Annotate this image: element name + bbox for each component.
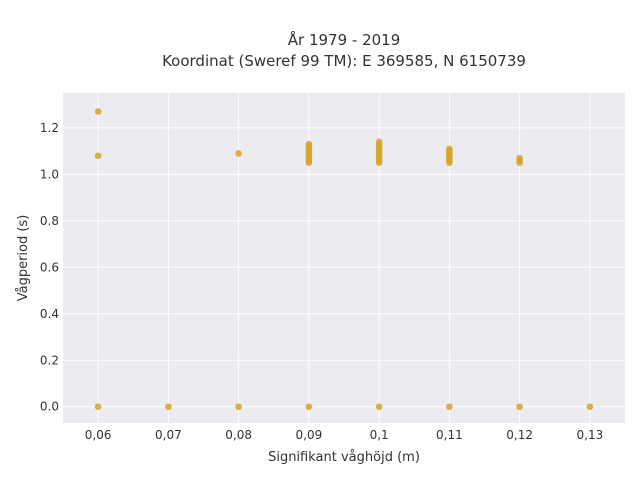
data-point <box>446 403 453 411</box>
x-tick-labels: 0,06 0,07 0,08 0,09 0,1 0,11 0,12 0,13 <box>85 428 603 442</box>
data-point <box>446 159 453 167</box>
y-tick-label: 1.0 <box>40 167 59 181</box>
data-point <box>94 403 102 411</box>
chart-title-line-1: År 1979 - 2019 <box>288 30 401 49</box>
x-axis-title: Signifikant våghöjd (m) <box>268 450 420 465</box>
y-tick-label: 0.2 <box>40 353 59 367</box>
x-tick-label: 0,09 <box>296 428 323 442</box>
x-tick-label: 0,12 <box>506 428 533 442</box>
data-point <box>516 159 523 167</box>
data-point <box>235 403 242 411</box>
y-axis-title: Vågperiod (s) <box>16 215 31 302</box>
data-point <box>235 150 242 157</box>
data-point <box>375 159 383 167</box>
chart-title-line-2: Koordinat (Sweref 99 TM): E 369585, N 61… <box>162 52 526 70</box>
y-tick-label: 1.2 <box>40 121 59 135</box>
y-tick-label: 0.8 <box>40 214 59 228</box>
data-point <box>94 152 102 160</box>
x-tick-label: 0,07 <box>155 428 182 442</box>
plot-area <box>63 93 625 423</box>
data-point <box>305 403 313 411</box>
x-tick-label: 0,06 <box>85 428 112 442</box>
x-tick-label: 0,11 <box>436 428 463 442</box>
data-points <box>94 108 594 411</box>
x-tick-label: 0,13 <box>577 428 604 442</box>
data-point <box>586 403 594 411</box>
y-tick-labels: 0.0 0.2 0.4 0.6 0.8 1.0 1.2 <box>40 121 59 414</box>
y-tick-label: 0.4 <box>40 307 59 321</box>
x-tick-label: 0,08 <box>225 428 252 442</box>
data-point <box>516 403 523 411</box>
y-tick-label: 0.0 <box>40 400 59 414</box>
data-point <box>165 403 172 411</box>
data-point <box>375 403 383 411</box>
x-tick-label: 0,1 <box>370 428 389 442</box>
data-point <box>305 159 313 167</box>
data-point <box>94 108 102 115</box>
y-tick-label: 0.6 <box>40 260 59 274</box>
